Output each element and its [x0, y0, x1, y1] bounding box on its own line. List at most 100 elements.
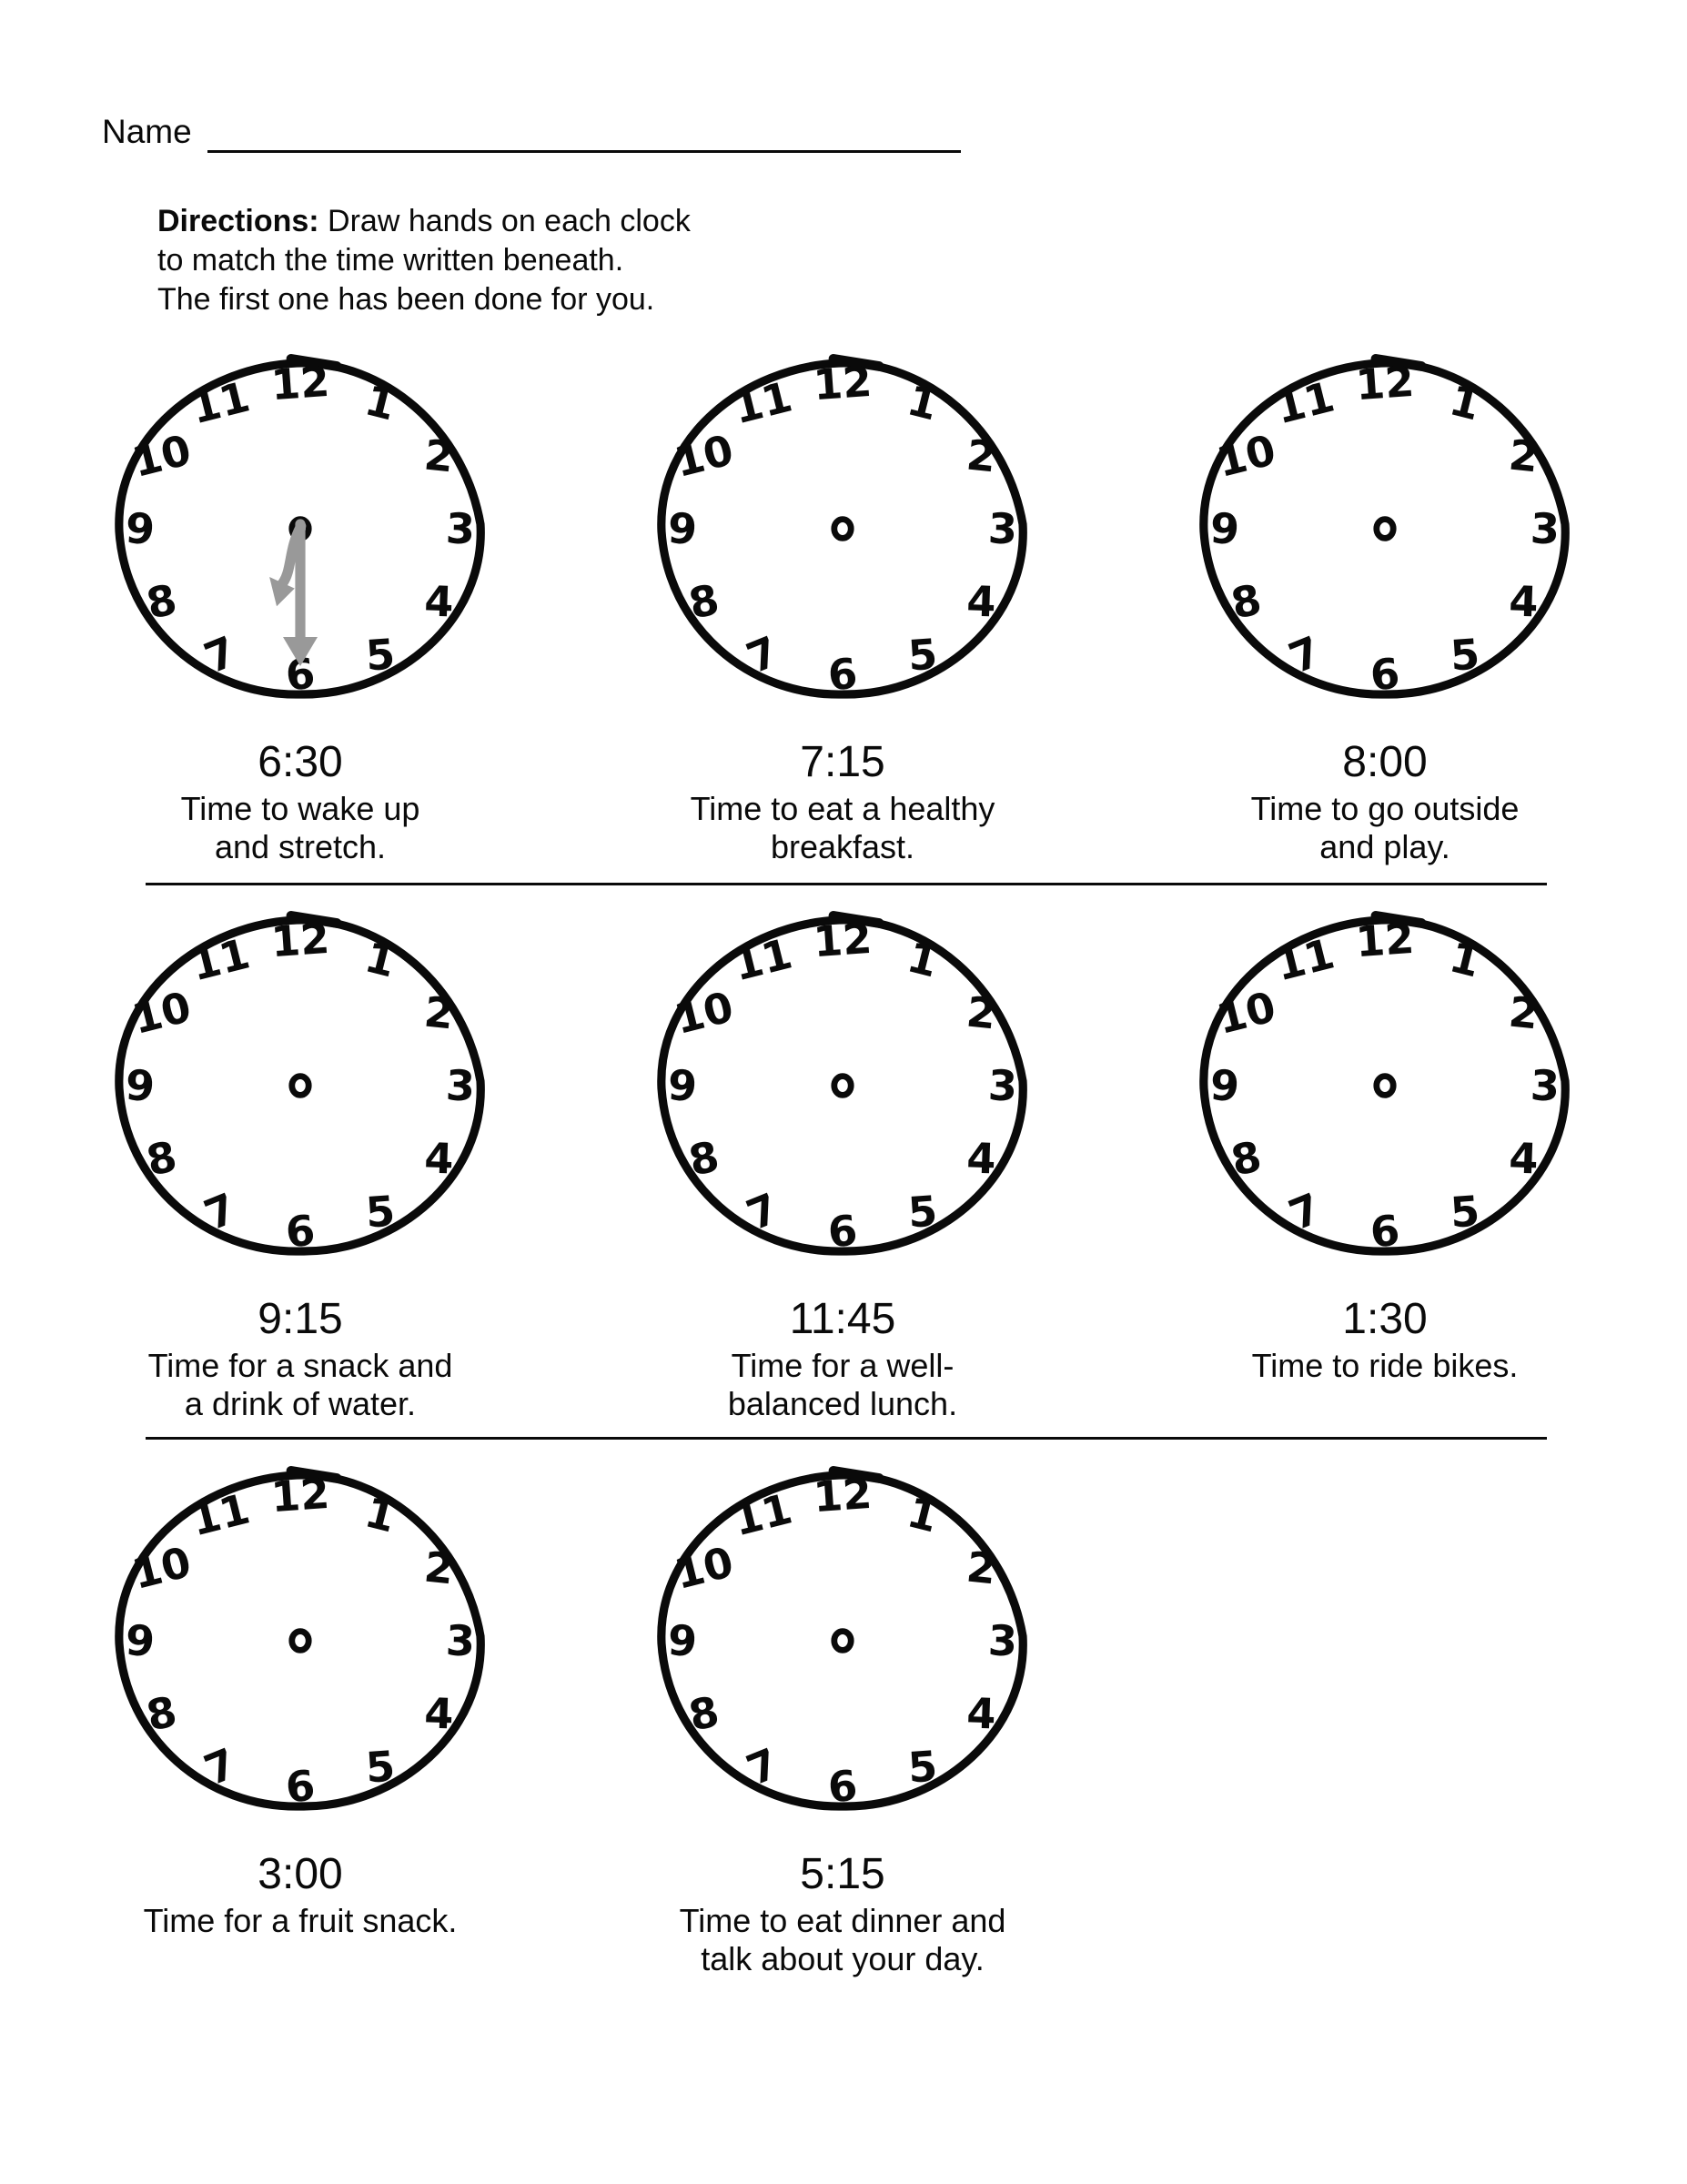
clock-numeral-12: 12 — [269, 357, 331, 410]
clock-numeral-12: 12 — [1354, 914, 1416, 966]
caption-line: and play. — [1319, 828, 1450, 865]
caption-line: balanced lunch. — [727, 1385, 958, 1422]
clock-numeral-7: 7 — [740, 1739, 785, 1795]
clock-numeral-2: 2 — [1507, 430, 1541, 481]
clock-numeral-1: 1 — [903, 932, 943, 986]
clock-numeral-11: 11 — [186, 371, 254, 433]
time-label: 9:15 — [258, 1295, 343, 1343]
clock-numeral-7: 7 — [740, 627, 785, 683]
clock-top-notch — [286, 911, 342, 928]
clock-top-notch — [828, 1466, 884, 1483]
clock-numeral-2: 2 — [422, 430, 456, 481]
name-blank-line[interactable] — [207, 150, 961, 153]
clock-numeral-5: 5 — [364, 630, 397, 681]
clock-rim — [1199, 915, 1570, 1256]
caption-line: breakfast. — [770, 828, 915, 865]
clock-numeral-10: 10 — [670, 425, 738, 487]
name-label: Name — [102, 113, 192, 150]
clock-center-dot — [831, 1628, 854, 1653]
clock-numeral-3: 3 — [1530, 503, 1561, 553]
time-label: 3:00 — [258, 1850, 343, 1898]
clock-numeral-5: 5 — [1449, 630, 1481, 681]
caption-line: talk about your day. — [701, 1940, 985, 1977]
clock-top-notch — [828, 354, 884, 371]
clock-numeral-7: 7 — [1282, 627, 1328, 683]
row-divider-2 — [146, 1437, 1547, 1440]
time-label: 7:15 — [800, 738, 885, 786]
clock-center-dot — [1373, 1073, 1397, 1098]
clock-top-notch — [1370, 354, 1427, 371]
clock-numeral-3: 3 — [445, 1615, 476, 1665]
clock-numeral-2: 2 — [965, 1542, 998, 1593]
clock-numeral-12: 12 — [812, 1469, 874, 1522]
hour-hand — [269, 521, 307, 607]
clock-rim — [115, 915, 485, 1256]
clock-numeral-6: 6 — [825, 1205, 859, 1257]
clock-numeral-1: 1 — [903, 375, 943, 430]
clock-numeral-1: 1 — [903, 1487, 943, 1542]
clock-numeral-10: 10 — [670, 1537, 738, 1599]
caption-line: Time to ride bikes. — [1251, 1347, 1519, 1384]
clock-numeral-1: 1 — [360, 375, 400, 430]
clock-numeral-9: 9 — [124, 1615, 157, 1666]
clock-center-dot — [831, 1073, 854, 1098]
clock-numeral-12: 12 — [1354, 357, 1416, 410]
clock-numeral-9: 9 — [666, 1615, 699, 1666]
clock-numeral-6: 6 — [1368, 648, 1401, 700]
clock-numeral-3: 3 — [987, 1615, 1018, 1665]
clock-numeral-3: 3 — [445, 1060, 476, 1110]
clock-numeral-11: 11 — [186, 1483, 254, 1545]
clock-numeral-10: 10 — [127, 1537, 196, 1599]
clock-numeral-9: 9 — [124, 1060, 157, 1111]
caption-line: Time to wake up — [180, 790, 420, 827]
clock-rim — [657, 359, 1027, 699]
clock-numeral-9: 9 — [124, 503, 157, 554]
clock-numeral-5: 5 — [906, 630, 939, 681]
clock-numeral-10: 10 — [127, 425, 196, 487]
clock-numeral-3: 3 — [987, 503, 1018, 553]
clock-rim — [1199, 359, 1570, 699]
clock-numeral-2: 2 — [965, 986, 998, 1038]
clock-cell: 12 1 2 3 4 5 6 7 8 9 10 11 — [650, 1465, 1035, 1816]
clock-numeral-7: 7 — [197, 1739, 243, 1795]
clock-numeral-10: 10 — [1212, 425, 1280, 487]
clock-numeral-1: 1 — [1445, 375, 1485, 430]
time-label: 1:30 — [1342, 1295, 1428, 1343]
clock-numeral-5: 5 — [1449, 1187, 1481, 1238]
clock-numeral-11: 11 — [186, 928, 254, 990]
clock-top-notch — [286, 1466, 342, 1483]
caption-line: and stretch. — [214, 828, 387, 865]
clock-numeral-3: 3 — [987, 1060, 1018, 1110]
clock-rim — [657, 1471, 1027, 1811]
directions-line-2: to match the time written beneath. — [157, 243, 624, 278]
caption-line: a drink of water. — [184, 1385, 417, 1422]
clock-numeral-11: 11 — [728, 371, 796, 433]
clock-numeral-12: 12 — [812, 914, 874, 966]
clock-numeral-11: 11 — [728, 928, 796, 990]
clock-numeral-7: 7 — [740, 1184, 785, 1240]
caption-line: Time to eat dinner and — [679, 1902, 1006, 1939]
clock-numeral-9: 9 — [666, 503, 699, 554]
clock-numeral-1: 1 — [360, 1487, 400, 1542]
clock-numeral-6: 6 — [283, 1760, 317, 1812]
directions-line-3: The first one has been done for you. — [157, 282, 655, 317]
clock-center-dot — [831, 516, 854, 541]
clock-numeral-11: 11 — [1270, 371, 1338, 433]
clock-numeral-3: 3 — [445, 503, 476, 553]
clock-cell: 12 1 2 3 4 5 6 7 8 9 10 11 — [107, 910, 493, 1261]
clock-numeral-6: 6 — [825, 648, 859, 700]
clock-numeral-3: 3 — [1530, 1060, 1561, 1110]
caption-line: Time for a well- — [731, 1347, 955, 1384]
clock-numeral-12: 12 — [269, 914, 331, 966]
clock-top-notch — [828, 911, 884, 928]
clock-numeral-6: 6 — [283, 1205, 317, 1257]
caption-line: Time for a snack and — [147, 1347, 453, 1384]
